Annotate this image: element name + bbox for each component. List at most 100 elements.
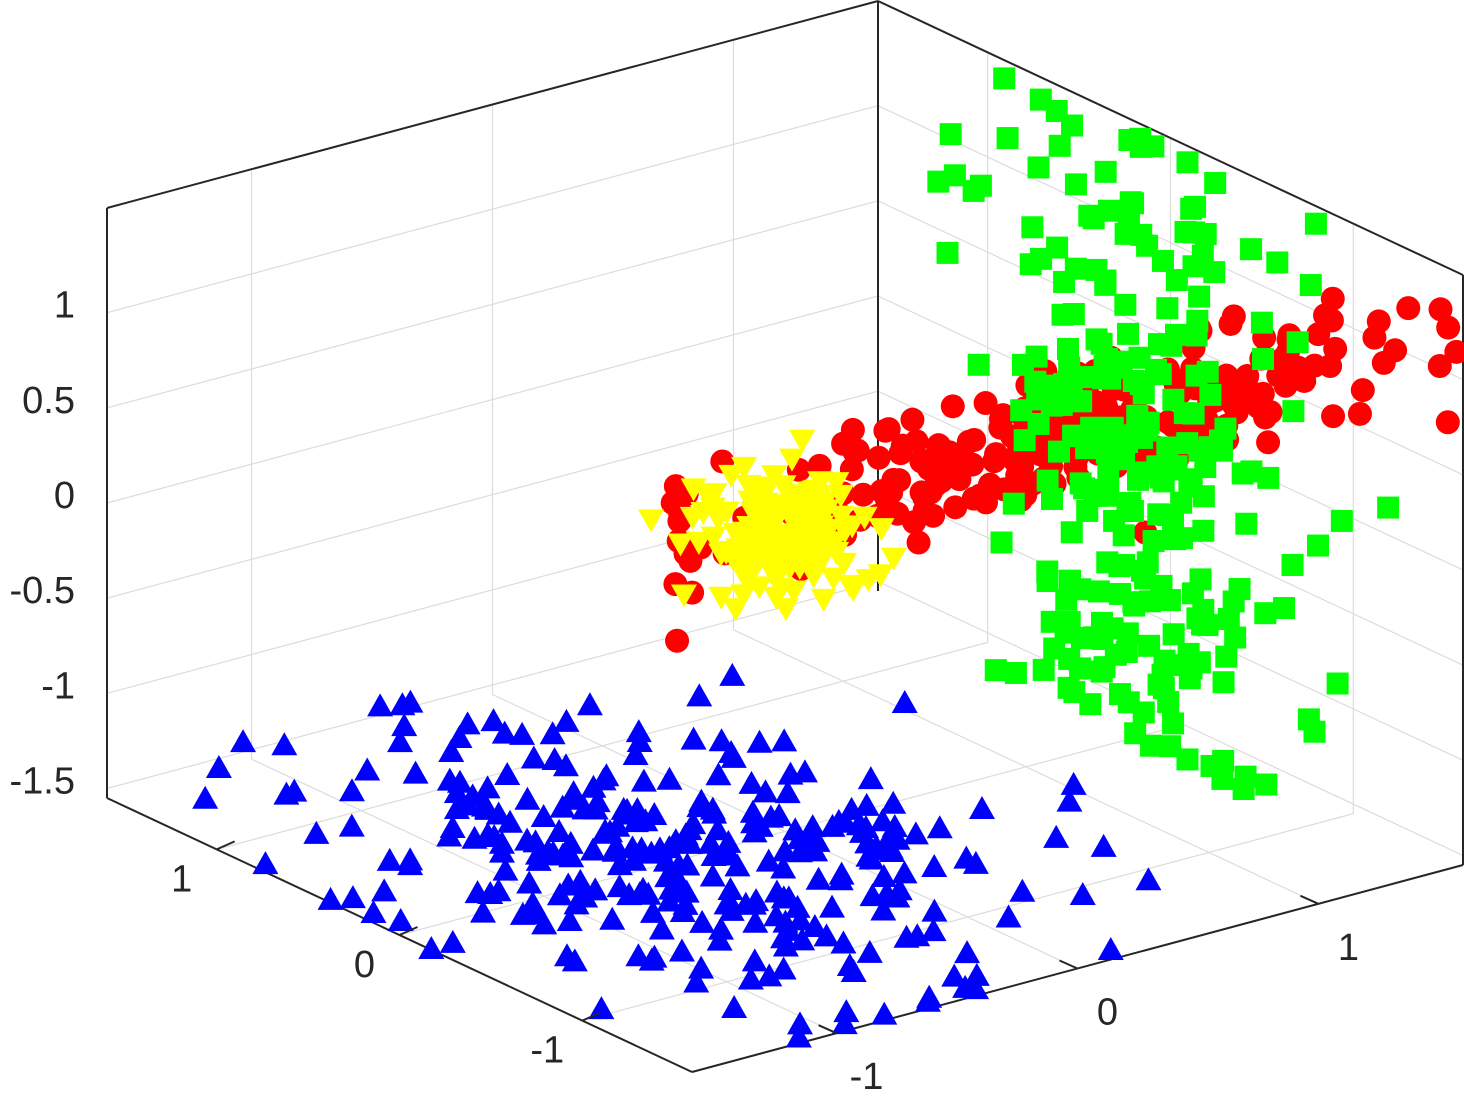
data-point xyxy=(1058,611,1081,634)
data-point xyxy=(1130,223,1153,246)
data-point xyxy=(1094,269,1117,292)
data-point xyxy=(879,839,906,863)
axis-edge xyxy=(106,0,879,209)
data-point xyxy=(724,853,751,877)
data-point xyxy=(646,836,673,860)
data-point xyxy=(752,779,779,803)
data-point xyxy=(739,547,766,571)
data-point xyxy=(823,472,850,496)
data-point xyxy=(786,1011,813,1035)
data-point xyxy=(558,844,585,868)
data-point xyxy=(904,923,931,947)
x-tick-label: 1 xyxy=(171,858,192,900)
data-point xyxy=(772,933,799,957)
data-point xyxy=(397,689,424,713)
data-point xyxy=(1282,400,1305,423)
z-tick-label: 0 xyxy=(54,475,75,517)
data-point xyxy=(1350,378,1375,403)
data-point xyxy=(1130,559,1153,582)
data-point xyxy=(808,515,835,539)
data-point xyxy=(1060,521,1083,544)
data-point xyxy=(1080,416,1103,439)
data-point xyxy=(789,927,816,951)
data-point xyxy=(881,814,908,838)
data-point xyxy=(833,999,860,1023)
data-point xyxy=(880,790,907,814)
data-point xyxy=(857,766,884,790)
data-point xyxy=(963,962,990,986)
data-point xyxy=(492,857,519,881)
data-point xyxy=(1037,374,1060,397)
data-point xyxy=(869,479,894,504)
y-tick-mark xyxy=(1059,959,1078,970)
data-point xyxy=(900,407,925,432)
data-point xyxy=(748,493,775,517)
data-point xyxy=(1090,660,1113,683)
data-point xyxy=(622,742,649,766)
data-point xyxy=(402,760,429,784)
data-point xyxy=(840,417,865,442)
data-point xyxy=(962,850,989,874)
data-point xyxy=(582,877,609,901)
data-point xyxy=(1108,555,1131,578)
data-point xyxy=(670,584,697,608)
data-point xyxy=(1181,582,1204,605)
data-point xyxy=(1188,285,1211,308)
data-point xyxy=(1056,337,1079,360)
data-point xyxy=(693,483,720,507)
data-point xyxy=(1114,293,1137,316)
data-point xyxy=(1186,309,1209,332)
data-point xyxy=(553,708,580,732)
data-point xyxy=(592,818,619,842)
data-point xyxy=(891,860,918,884)
data-point xyxy=(1087,580,1110,603)
data-point xyxy=(924,472,949,497)
data-point xyxy=(721,995,748,1019)
data-point xyxy=(1428,297,1453,322)
data-point xyxy=(801,913,828,937)
data-point xyxy=(849,819,876,843)
data-point xyxy=(530,803,557,827)
data-point xyxy=(855,569,882,593)
data-point xyxy=(680,811,707,835)
data-point xyxy=(625,719,652,743)
grid-line-x xyxy=(582,813,1354,1022)
data-point xyxy=(738,770,765,794)
data-point xyxy=(1176,748,1199,771)
data-point xyxy=(683,969,710,993)
data-point xyxy=(230,729,257,753)
data-point xyxy=(1069,882,1096,906)
data-point xyxy=(639,899,666,923)
data-point xyxy=(782,484,809,508)
data-point xyxy=(1281,553,1304,576)
data-point xyxy=(1371,350,1396,375)
data-point xyxy=(713,541,740,565)
data-point xyxy=(995,904,1022,928)
data-point xyxy=(1256,430,1281,455)
data-point xyxy=(1176,151,1199,174)
data-point xyxy=(761,564,788,588)
data-point xyxy=(1222,590,1245,613)
data-point xyxy=(1240,460,1263,483)
data-point xyxy=(954,940,981,964)
data-point xyxy=(1079,693,1102,716)
data-point xyxy=(851,482,876,507)
data-point xyxy=(1010,399,1033,422)
data-point xyxy=(360,900,387,924)
data-point xyxy=(1013,429,1036,452)
data-point xyxy=(800,561,827,585)
data-point xyxy=(771,838,798,862)
data-point xyxy=(936,241,959,264)
data-point xyxy=(1040,487,1063,510)
data-point xyxy=(606,874,633,898)
data-point xyxy=(1090,833,1117,857)
data-point xyxy=(1218,311,1243,336)
data-point xyxy=(638,509,665,533)
data-point xyxy=(1170,491,1193,514)
data-point xyxy=(747,813,774,837)
data-point xyxy=(740,526,767,550)
data-point xyxy=(1215,645,1238,668)
x-tick-mark xyxy=(581,1011,601,1022)
data-point xyxy=(990,531,1013,554)
data-point xyxy=(777,761,804,785)
